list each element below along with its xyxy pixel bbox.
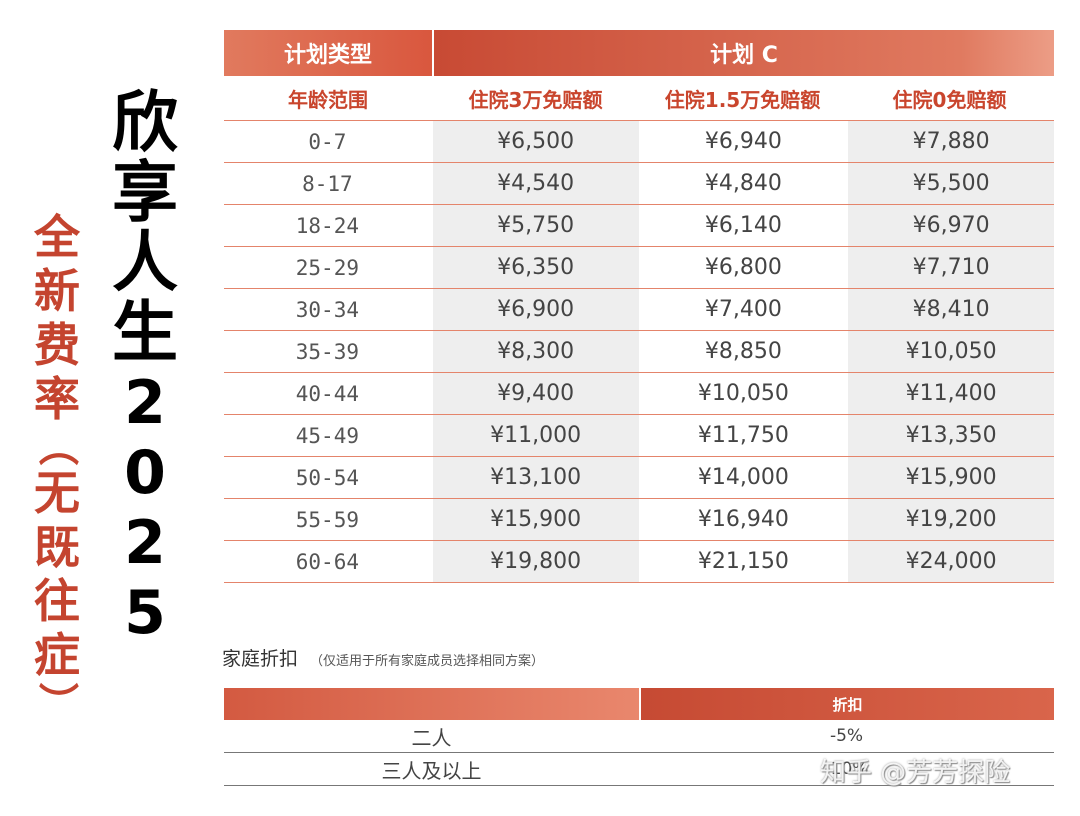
age-range-cell: 40-44	[295, 381, 359, 406]
age-range-cell: 25-29	[295, 255, 359, 280]
premium-cell: ¥24,000	[848, 541, 1054, 582]
premium-cell: ¥21,150	[640, 541, 847, 582]
family-discount-heading: 家庭折扣	[222, 648, 299, 670]
side-red-char: 症	[34, 628, 80, 682]
premium-cell: ¥6,900	[432, 289, 639, 330]
premium-cell: ¥7,710	[848, 247, 1054, 288]
premium-cell: ¥8,410	[848, 289, 1054, 330]
discount-header-blank	[224, 688, 639, 720]
deductible-header: 住院1.5万免赔额	[664, 87, 821, 112]
rate-rows: 0-7 ¥6,500 ¥6,940 ¥7,880 8-17 ¥4,540 ¥4,840 ¥5,…	[224, 121, 1054, 583]
discount-header-label: 折扣	[641, 688, 1054, 720]
premium-cell: ¥11,400	[848, 373, 1054, 414]
premium-cell: ¥11,000	[432, 415, 639, 456]
side-red-char: 新	[34, 264, 80, 318]
deductible-header: 住院0免赔额	[892, 87, 1007, 112]
premium-cell: ¥16,940	[640, 499, 847, 540]
table-row: 45-49 ¥11,000 ¥11,750 ¥13,350	[224, 415, 1054, 457]
premium-cell: ¥6,970	[848, 205, 1054, 246]
premium-cell: ¥19,800	[432, 541, 639, 582]
family-discount-title: 家庭折扣 （仅适用于所有家庭成员选择相同方案）	[222, 644, 544, 671]
side-title-black: 欣 享 人 生 2 0 2 5	[100, 84, 190, 649]
age-range-cell: 8-17	[302, 171, 353, 196]
premium-cell: ¥6,940	[640, 121, 847, 162]
discount-group-label: 三人及以上	[381, 758, 482, 783]
premium-cell: ¥8,850	[640, 331, 847, 372]
premium-cell: ¥13,100	[432, 457, 639, 498]
premium-cell: ¥6,800	[640, 247, 847, 288]
age-range-cell: 50-54	[295, 465, 359, 490]
premium-cell: ¥19,200	[848, 499, 1054, 540]
premium-cell: ¥9,400	[432, 373, 639, 414]
premium-cell: ¥6,500	[432, 121, 639, 162]
premium-cell: ¥4,840	[640, 163, 847, 204]
side-red-char: 率	[34, 372, 80, 426]
rate-table-header: 计划类型 计划 C	[224, 30, 1054, 76]
age-range-cell: 45-49	[295, 423, 359, 448]
discount-group-label: 二人	[411, 725, 452, 750]
premium-cell: ¥4,540	[432, 163, 639, 204]
plan-type-label: 计划类型	[224, 30, 432, 76]
table-row: 35-39 ¥8,300 ¥8,850 ¥10,050	[224, 331, 1054, 373]
premium-cell: ¥10,050	[848, 331, 1054, 372]
side-red-char: 无	[34, 466, 80, 520]
premium-cell: ¥5,500	[848, 163, 1054, 204]
age-range-cell: 35-39	[295, 339, 359, 364]
premium-cell: ¥6,350	[432, 247, 639, 288]
age-range-cell: 18-24	[295, 213, 359, 238]
age-range-cell: 60-64	[295, 549, 359, 574]
discount-value: -10%	[824, 759, 869, 779]
table-row: 25-29 ¥6,350 ¥6,800 ¥7,710	[224, 247, 1054, 289]
side-red-char: 往	[34, 574, 80, 628]
premium-cell: ¥15,900	[432, 499, 639, 540]
side-black-char: 2	[124, 368, 166, 438]
premium-cell: ¥10,050	[640, 373, 847, 414]
side-black-char: 0	[124, 438, 166, 508]
age-range-cell: 55-59	[295, 507, 359, 532]
table-row: 0-7 ¥6,500 ¥6,940 ¥7,880	[224, 121, 1054, 163]
discount-row: 三人及以上 -10%	[224, 753, 1054, 786]
side-title-red: 全 新 费 率 （ 无 既 往 症 ）	[22, 210, 92, 722]
side-red-char: ）	[34, 682, 80, 722]
premium-cell: ¥13,350	[848, 415, 1054, 456]
table-row: 55-59 ¥15,900 ¥16,940 ¥19,200	[224, 499, 1054, 541]
premium-cell: ¥7,880	[848, 121, 1054, 162]
side-red-char: （	[34, 426, 80, 466]
side-red-char: 全	[34, 210, 80, 264]
premium-cell: ¥15,900	[848, 457, 1054, 498]
age-range-cell: 30-34	[295, 297, 359, 322]
watermark-text: 知乎 @芳芳探险	[820, 758, 1011, 788]
table-row: 60-64 ¥19,800 ¥21,150 ¥24,000	[224, 541, 1054, 583]
side-black-char: 2	[124, 508, 166, 578]
premium-cell: ¥11,750	[640, 415, 847, 456]
plan-name: 计划 C	[434, 30, 1054, 76]
side-black-char: 欣	[112, 84, 178, 161]
discount-table: 折扣 二人 -5% 三人及以上 -10%	[224, 688, 1054, 786]
table-row: 40-44 ¥9,400 ¥10,050 ¥11,400	[224, 373, 1054, 415]
rate-table: 计划类型 计划 C 年龄范围 住院3万免赔额 住院1.5万免赔额 住院0免赔额 …	[224, 30, 1054, 583]
table-row: 30-34 ¥6,900 ¥7,400 ¥8,410	[224, 289, 1054, 331]
discount-table-header: 折扣	[224, 688, 1054, 720]
premium-cell: ¥5,750	[432, 205, 639, 246]
discount-row: 二人 -5%	[224, 720, 1054, 753]
table-row: 50-54 ¥13,100 ¥14,000 ¥15,900	[224, 457, 1054, 499]
age-range-cell: 0-7	[308, 129, 347, 154]
side-black-char: 享	[112, 154, 178, 231]
side-black-char: 生	[112, 294, 178, 371]
age-range-header: 年龄范围	[288, 87, 368, 112]
column-header-row: 年龄范围 住院3万免赔额 住院1.5万免赔额 住院0免赔额	[224, 76, 1054, 121]
family-discount-note: （仅适用于所有家庭成员选择相同方案）	[310, 654, 545, 669]
discount-value: -5%	[829, 726, 864, 746]
premium-cell: ¥8,300	[432, 331, 639, 372]
table-row: 18-24 ¥5,750 ¥6,140 ¥6,970	[224, 205, 1054, 247]
premium-cell: ¥6,140	[640, 205, 847, 246]
deductible-header: 住院3万免赔额	[468, 87, 603, 112]
side-red-char: 既	[34, 520, 80, 574]
premium-cell: ¥14,000	[640, 457, 847, 498]
premium-cell: ¥7,400	[640, 289, 847, 330]
side-black-char: 5	[124, 578, 166, 648]
side-red-char: 费	[34, 318, 80, 372]
side-black-char: 人	[112, 224, 178, 301]
table-row: 8-17 ¥4,540 ¥4,840 ¥5,500	[224, 163, 1054, 205]
